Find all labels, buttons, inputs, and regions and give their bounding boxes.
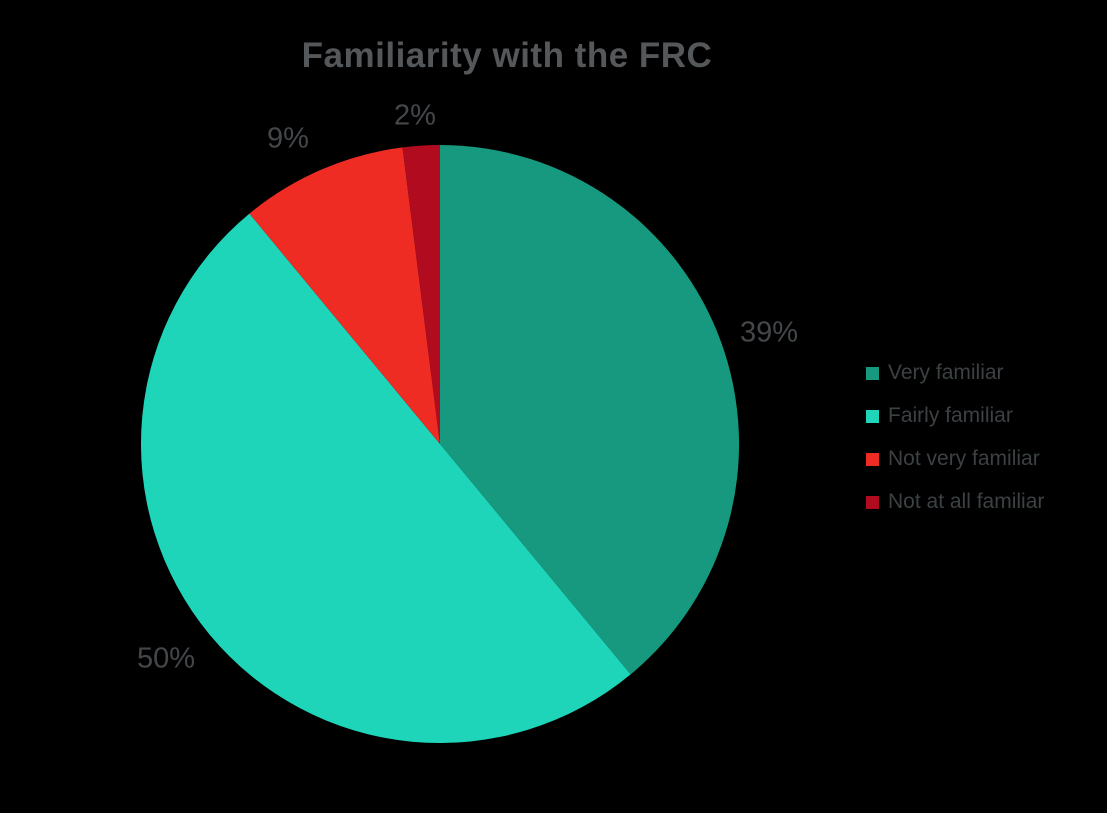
legend: Very familiar Fairly familiar Not very fam… bbox=[866, 360, 1044, 515]
legend-item-very-familiar: Very familiar bbox=[866, 360, 1044, 386]
legend-swatch-icon bbox=[866, 366, 879, 380]
legend-item-not-very-familiar: Not very familiar bbox=[866, 446, 1044, 472]
legend-label: Not at all familiar bbox=[888, 490, 1045, 513]
data-label-fairly-familiar: 50% bbox=[136, 642, 196, 675]
legend-label: Fairly familiar bbox=[888, 404, 1013, 427]
legend-swatch-icon bbox=[866, 409, 879, 423]
data-label-not-very-familiar: 9% bbox=[267, 122, 309, 155]
data-label-very-familiar: 39% bbox=[739, 316, 799, 349]
legend-item-fairly-familiar: Fairly familiar bbox=[866, 403, 1044, 429]
legend-swatch-icon bbox=[866, 452, 879, 466]
pie-slice-very-familiar bbox=[440, 145, 740, 675]
pie-slice-not-very-familiar bbox=[249, 147, 440, 444]
legend-label: Not very familiar bbox=[888, 447, 1040, 470]
legend-item-not-at-all-familiar: Not at all familiar bbox=[866, 489, 1044, 515]
pie-slice-not-at-all-familiar bbox=[402, 145, 440, 444]
data-label-not-at-all-familiar: 2% bbox=[394, 99, 436, 132]
legend-label: Very familiar bbox=[888, 361, 1004, 384]
chart-title: Familiarity with the FRC bbox=[301, 36, 713, 75]
legend-swatch-icon bbox=[866, 495, 879, 509]
pie-slice-fairly-familiar bbox=[140, 213, 631, 744]
